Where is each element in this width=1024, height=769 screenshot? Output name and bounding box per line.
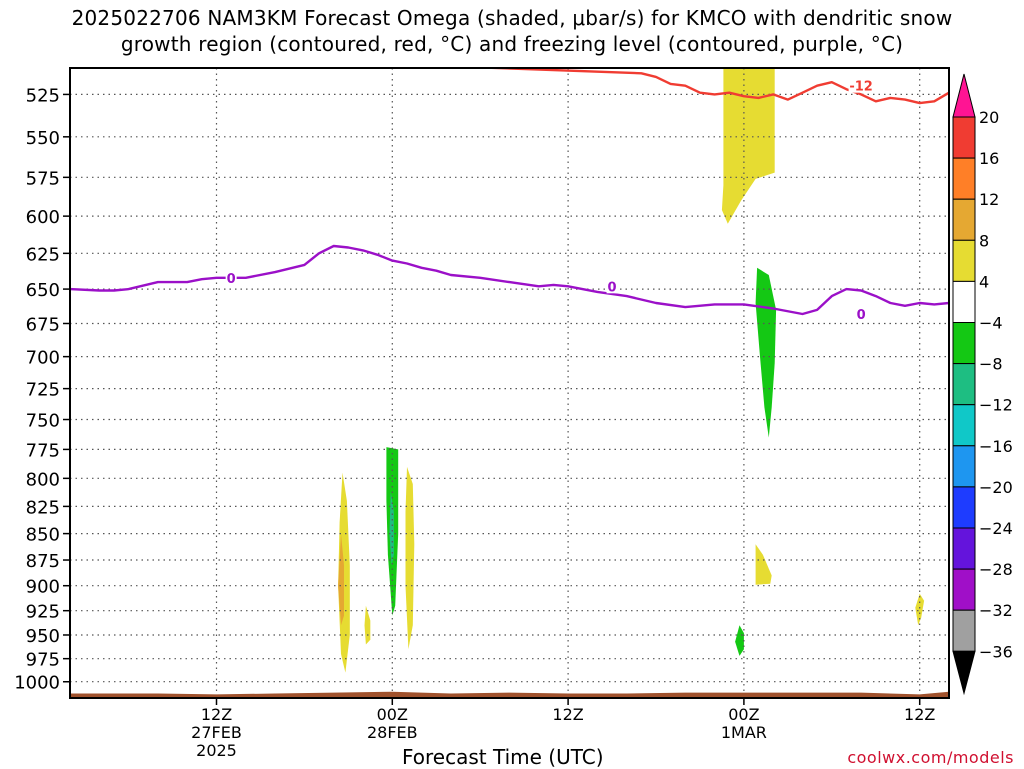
- y-tick-label-825: 825: [26, 497, 60, 518]
- contour-label-bg-2: [855, 306, 867, 321]
- y-tick-label-650: 650: [26, 280, 60, 301]
- colorbar-label-0: 20: [979, 108, 999, 127]
- colorbar-box-6: [952, 363, 976, 406]
- contour-line-1: [70, 244, 949, 316]
- x-tick-label-12-2: 2025: [196, 741, 237, 760]
- colorbar-label-2: 12: [979, 190, 999, 209]
- y-tick-label-525: 525: [26, 85, 60, 106]
- omega-shaded-regions: [338, 68, 925, 673]
- terrain-fill: [70, 691, 949, 698]
- x-tick-label-60-0: 12Z: [904, 705, 935, 724]
- y-tick-label-700: 700: [26, 348, 60, 369]
- y-tick-label-625: 625: [26, 244, 60, 265]
- x-tick-label-12-1: 27FEB: [191, 723, 242, 742]
- contour-label-1: 0: [608, 280, 617, 295]
- colorbar-label-3: 8: [979, 231, 989, 250]
- x-tick-label-24-0: 00Z: [377, 705, 408, 724]
- site-credit: coolwx.com/models: [847, 748, 1014, 767]
- y-tick-label-750: 750: [26, 411, 60, 432]
- contour-lines: [70, 68, 949, 316]
- colorbar-box-1: [952, 157, 976, 200]
- plot-background: [70, 68, 949, 698]
- contour-label-bg-1: [606, 279, 618, 294]
- colorbar-box-9: [952, 486, 976, 529]
- colorbar-label-6: −8: [979, 355, 1003, 374]
- colorbar-box-4: [952, 280, 976, 323]
- grid-lines: [70, 68, 949, 698]
- chart-title-line-1: 2025022706 NAM3KM Forecast Omega (shaded…: [71, 6, 953, 30]
- y-axis-tick-labels: 525 550 575 600 625 650 675 700 725 750 775 800 825 8…: [14, 85, 70, 694]
- colorbar-bottom-arrow: [952, 650, 976, 696]
- omega-region-6: [338, 533, 344, 626]
- colorbar-box-3: [952, 239, 976, 282]
- colorbar-label-11: −28: [979, 560, 1013, 579]
- contour-label-bg-0: [225, 270, 237, 285]
- colorbar-box-2: [952, 198, 976, 241]
- x-tick-label-36-0: 12Z: [552, 705, 583, 724]
- contour-label-bg-3: [848, 78, 874, 93]
- y-tick-label-950: 950: [26, 626, 60, 647]
- colorbar-label-9: −20: [979, 478, 1013, 497]
- y-tick-label-925: 925: [26, 602, 60, 623]
- omega-region-2: [755, 544, 772, 585]
- omega-region-0: [721, 68, 775, 224]
- omega-region-10: [405, 466, 415, 650]
- y-tick-label-1000: 1000: [14, 673, 60, 694]
- y-tick-label-600: 600: [26, 207, 60, 228]
- y-tick-label-850: 850: [26, 525, 60, 546]
- colorbar: 20 16 12 8 4 −4 −8 −12 −16 −20 −24 −28 −32 −36: [952, 73, 1013, 696]
- y-tick-label-900: 900: [26, 577, 60, 598]
- x-tick-label-48-0: 00Z: [728, 705, 759, 724]
- colorbar-label-12: −32: [979, 601, 1013, 620]
- colorbar-box-0: [952, 116, 976, 159]
- colorbar-box-7: [952, 404, 976, 447]
- plot-area: [70, 68, 949, 698]
- y-tick-label-675: 675: [26, 314, 60, 335]
- contour-line-0: [463, 68, 949, 105]
- colorbar-label-5: −4: [979, 314, 1003, 333]
- y-tick-label-550: 550: [26, 128, 60, 149]
- contour-label-0: 0: [227, 272, 236, 287]
- x-axis-title: Forecast Time (UTC): [402, 745, 604, 769]
- terrain-surface: [70, 691, 949, 698]
- colorbar-box-12: [952, 609, 976, 652]
- x-tick-label-12-0: 12Z: [201, 705, 232, 724]
- y-tick-label-775: 775: [26, 440, 60, 461]
- omega-region-7: [364, 605, 371, 645]
- y-tick-label-800: 800: [26, 469, 60, 490]
- y-tick-label-575: 575: [26, 168, 60, 189]
- y-tick-label-975: 975: [26, 650, 60, 671]
- colorbar-box-8: [952, 445, 976, 488]
- contour-label-2: 0: [857, 308, 866, 323]
- plot-frame: [69, 67, 950, 699]
- colorbar-label-1: 16: [979, 149, 999, 168]
- colorbar-box-10: [952, 527, 976, 570]
- colorbar-box-11: [952, 568, 976, 611]
- colorbar-top-arrow: [952, 73, 976, 118]
- colorbar-label-8: −16: [979, 437, 1013, 456]
- colorbar-label-4: 4: [979, 272, 989, 291]
- omega-region-1: [755, 267, 777, 438]
- colorbar-label-13: −36: [979, 642, 1013, 661]
- omega-region-3: [735, 625, 744, 656]
- colorbar-label-7: −12: [979, 396, 1013, 415]
- colorbar-box-5: [952, 322, 976, 365]
- y-tick-label-875: 875: [26, 551, 60, 572]
- x-tick-label-48-1: 1MAR: [721, 723, 767, 742]
- contour-labels: 0 0 0 -12: [225, 78, 874, 323]
- omega-region-4: [915, 593, 925, 626]
- chart-title-line-2: growth region (contoured, red, °C) and f…: [120, 32, 904, 56]
- plot-border: [69, 67, 950, 699]
- contour-label-3: -12: [849, 80, 873, 95]
- colorbar-label-10: −24: [979, 519, 1013, 538]
- y-tick-label-725: 725: [26, 380, 60, 401]
- x-tick-label-24-1: 28FEB: [367, 723, 418, 742]
